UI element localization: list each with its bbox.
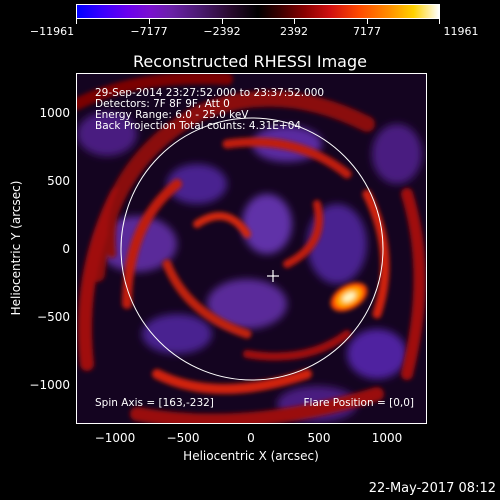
colorbar-tick-label: −2392	[203, 25, 241, 38]
y-tick-label: 1000	[39, 106, 70, 120]
x-tick-label: 500	[307, 431, 331, 445]
solar-limb-circle	[120, 117, 384, 381]
colorbar-tick-label: −11961	[29, 25, 75, 38]
colorbar-tick	[367, 19, 368, 24]
colorbar-tick-label: 7177	[353, 25, 381, 38]
y-tick-label: −1000	[29, 378, 70, 392]
colorbar-tick	[222, 19, 223, 24]
colorbar-tick	[439, 19, 440, 24]
y-tick-label: 0	[62, 242, 70, 256]
y-tick-label: −500	[37, 310, 70, 324]
x-axis-label: Heliocentric X (arcsec)	[183, 449, 319, 463]
annotation-detectors: Detectors: 7F 8F 9F, Att 0	[95, 98, 230, 110]
annotation-flare-position: Flare Position = [0,0]	[303, 397, 414, 409]
colorbar-tick-label: 2392	[280, 25, 308, 38]
colorbar-tick-label: 11961	[443, 25, 479, 38]
colorbar-tick	[76, 19, 77, 24]
reconstructed-image	[77, 74, 426, 423]
solar-image-plot: 29-Sep-2014 23:27:52.000 to 23:37:52.000…	[76, 73, 427, 424]
y-axis-label: Heliocentric Y (arcsec)	[9, 180, 23, 316]
annotation-spin-axis: Spin Axis = [163,-232]	[95, 397, 214, 409]
colorbar-tick	[149, 19, 150, 24]
colorbar-tick	[294, 19, 295, 24]
annotation-method: Back Projection Total counts: 4.31E+04	[95, 120, 302, 132]
y-tick-label: 500	[47, 174, 70, 188]
generation-timestamp: 22-May-2017 08:12	[368, 481, 496, 496]
x-tick-label: −500	[166, 431, 200, 445]
colorbar-tick-label: −7177	[130, 25, 168, 38]
annotation-time-range: 29-Sep-2014 23:27:52.000 to 23:37:52.000	[95, 87, 325, 99]
plot-title: Reconstructed RHESSI Image	[133, 52, 367, 71]
x-tick-label: −1000	[94, 431, 136, 445]
x-tick-label: 0	[247, 431, 255, 445]
colorbar	[76, 4, 440, 19]
annotation-energy-range: Energy Range: 6.0 - 25.0 keV	[95, 109, 249, 121]
x-tick-label: 1000	[371, 431, 403, 445]
